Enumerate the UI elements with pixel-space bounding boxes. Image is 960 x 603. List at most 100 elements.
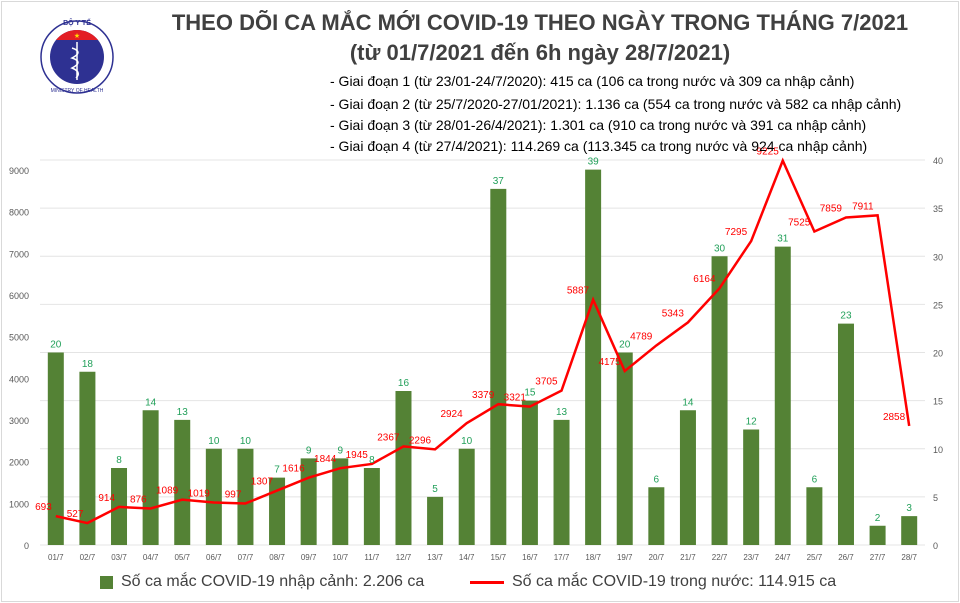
line-data-label: 2296: [409, 435, 432, 446]
x-axis-tick-label: 28/7: [901, 553, 917, 562]
bar: [205, 448, 222, 545]
x-axis-tick-label: 21/7: [680, 553, 696, 562]
bar-data-label: 20: [619, 340, 631, 351]
bar: [47, 352, 64, 545]
x-axis-tick-label: 12/7: [396, 553, 412, 562]
line-data-label: 1019: [188, 489, 211, 500]
bar-data-label: 6: [654, 474, 660, 485]
bar-data-label: 13: [177, 407, 189, 418]
line-data-label: 527: [67, 509, 84, 520]
right-axis-tick-label: 15: [933, 397, 943, 407]
x-axis-tick-label: 26/7: [838, 553, 854, 562]
right-axis-tick-label: 25: [933, 300, 943, 310]
right-axis-tick-label: 5: [933, 493, 938, 503]
x-axis-tick-label: 09/7: [301, 553, 317, 562]
bar: [458, 448, 475, 545]
bar: [806, 487, 823, 545]
bar: [679, 410, 696, 545]
line-data-label: 997: [225, 489, 242, 500]
line-series: [55, 157, 911, 525]
x-axis-tick-label: 16/7: [522, 553, 538, 562]
line-data-label: 2858: [883, 412, 906, 423]
line-data-label: 7911: [852, 201, 874, 212]
bar-data-label: 23: [840, 311, 852, 322]
legend-line: Số ca mắc COVID-19 trong nước: 114.915 c…: [470, 573, 836, 591]
ministry-of-health-logo: ★ BỘ Y TẾ MINISTRY OF HEALTH: [40, 17, 114, 94]
legend-line-label: Số ca mắc COVID-19 trong nước: 114.915 c…: [512, 573, 837, 590]
line-data-label: 2367: [377, 432, 400, 443]
x-axis-tick-label: 22/7: [712, 553, 728, 562]
bar: [237, 448, 254, 545]
right-axis-tick-label: 30: [933, 252, 943, 262]
bar: [521, 400, 538, 545]
svg-text:MINISTRY OF HEALTH: MINISTRY OF HEALTH: [51, 88, 104, 94]
line-data-label: 876: [130, 495, 147, 506]
x-axis-tick-label: 11/7: [364, 553, 380, 562]
bar-data-label: 14: [145, 397, 157, 408]
left-axis-tick-label: 7000: [9, 249, 29, 259]
bar-data-label: 30: [714, 243, 726, 254]
legend-bar-swatch: [100, 575, 113, 589]
x-axis-tick-label: 15/7: [491, 553, 507, 562]
line-data-label: 7859: [820, 204, 843, 215]
right-axis-tick-label: 40: [933, 156, 943, 166]
line-data-label: 1089: [156, 486, 179, 497]
bar-data-label: 10: [240, 436, 252, 447]
bar-data-label: 12: [746, 417, 758, 428]
line-data-label: 4789: [630, 331, 653, 342]
x-axis-tick-label: 07/7: [238, 553, 254, 562]
x-axis-tick-label: 18/7: [585, 553, 601, 562]
bar-data-label: 31: [777, 234, 789, 245]
legend-line-swatch: [470, 580, 504, 584]
bar-data-label: 9: [337, 445, 343, 456]
bar-data-label: 10: [461, 436, 473, 447]
line-data-label: 3379: [472, 390, 495, 401]
chart-title: THEO DÕI CA MẮC MỚI COVID-19 THEO NGÀY T…: [171, 10, 909, 35]
x-axis-tick-label: 25/7: [807, 553, 823, 562]
line-data-label: 5343: [662, 308, 685, 319]
bar: [269, 477, 286, 545]
line-data-label: 3321: [504, 393, 527, 404]
svg-text:BỘ Y TẾ: BỘ Y TẾ: [63, 17, 91, 27]
bar-data-label: 39: [588, 157, 600, 168]
line-data-label: 2924: [440, 409, 463, 420]
bar: [616, 352, 633, 545]
line-data-label: 9225: [757, 147, 780, 158]
line-data-label: 1844: [314, 454, 337, 465]
bar: [901, 516, 918, 545]
x-axis-tick-label: 06/7: [206, 553, 222, 562]
x-axis-tick-label: 24/7: [775, 553, 791, 562]
bar-data-label: 9: [306, 445, 312, 456]
line-data-label: 1945: [346, 450, 369, 461]
x-axis-tick-label: 20/7: [649, 553, 665, 562]
right-axis-tick-label: 0: [933, 541, 938, 551]
bar: [490, 188, 507, 545]
svg-text:★: ★: [74, 32, 80, 40]
bar: [332, 458, 349, 545]
left-axis-tick-label: 3000: [9, 416, 29, 426]
bar-data-label: 5: [432, 484, 438, 495]
bar: [648, 487, 665, 545]
x-axis-tick-label: 13/7: [427, 553, 443, 562]
bar: [743, 429, 760, 545]
right-axis-tick-label: 10: [933, 445, 943, 455]
bar-data-label: 6: [812, 474, 818, 485]
left-axis-tick-label: 9000: [9, 166, 29, 176]
x-axis-tick-label: 17/7: [554, 553, 570, 562]
bar: [174, 419, 191, 545]
bar: [869, 525, 886, 545]
phase-2-note: - Giai đoạn 2 (từ 25/7/2020-27/01/2021):…: [330, 96, 902, 112]
x-axis-tick-label: 01/7: [48, 553, 64, 562]
x-axis-tick-label: 27/7: [870, 553, 886, 562]
legend-bar: Số ca mắc COVID-19 nhập cảnh: 2.206 ca: [100, 573, 424, 591]
left-axis-tick-label: 4000: [9, 374, 29, 384]
x-axis-tick-label: 08/7: [269, 553, 285, 562]
x-axis-tick-label: 04/7: [143, 553, 159, 562]
bar-data-label: 8: [369, 455, 375, 466]
bar-data-label: 8: [116, 455, 122, 466]
line-data-label: 6164: [693, 274, 716, 285]
bar: [79, 371, 96, 545]
phase-3-note: - Giai đoạn 3 (từ 28/01-26/4/2021): 1.30…: [330, 117, 867, 133]
left-axis-tick-label: 1000: [9, 499, 29, 509]
